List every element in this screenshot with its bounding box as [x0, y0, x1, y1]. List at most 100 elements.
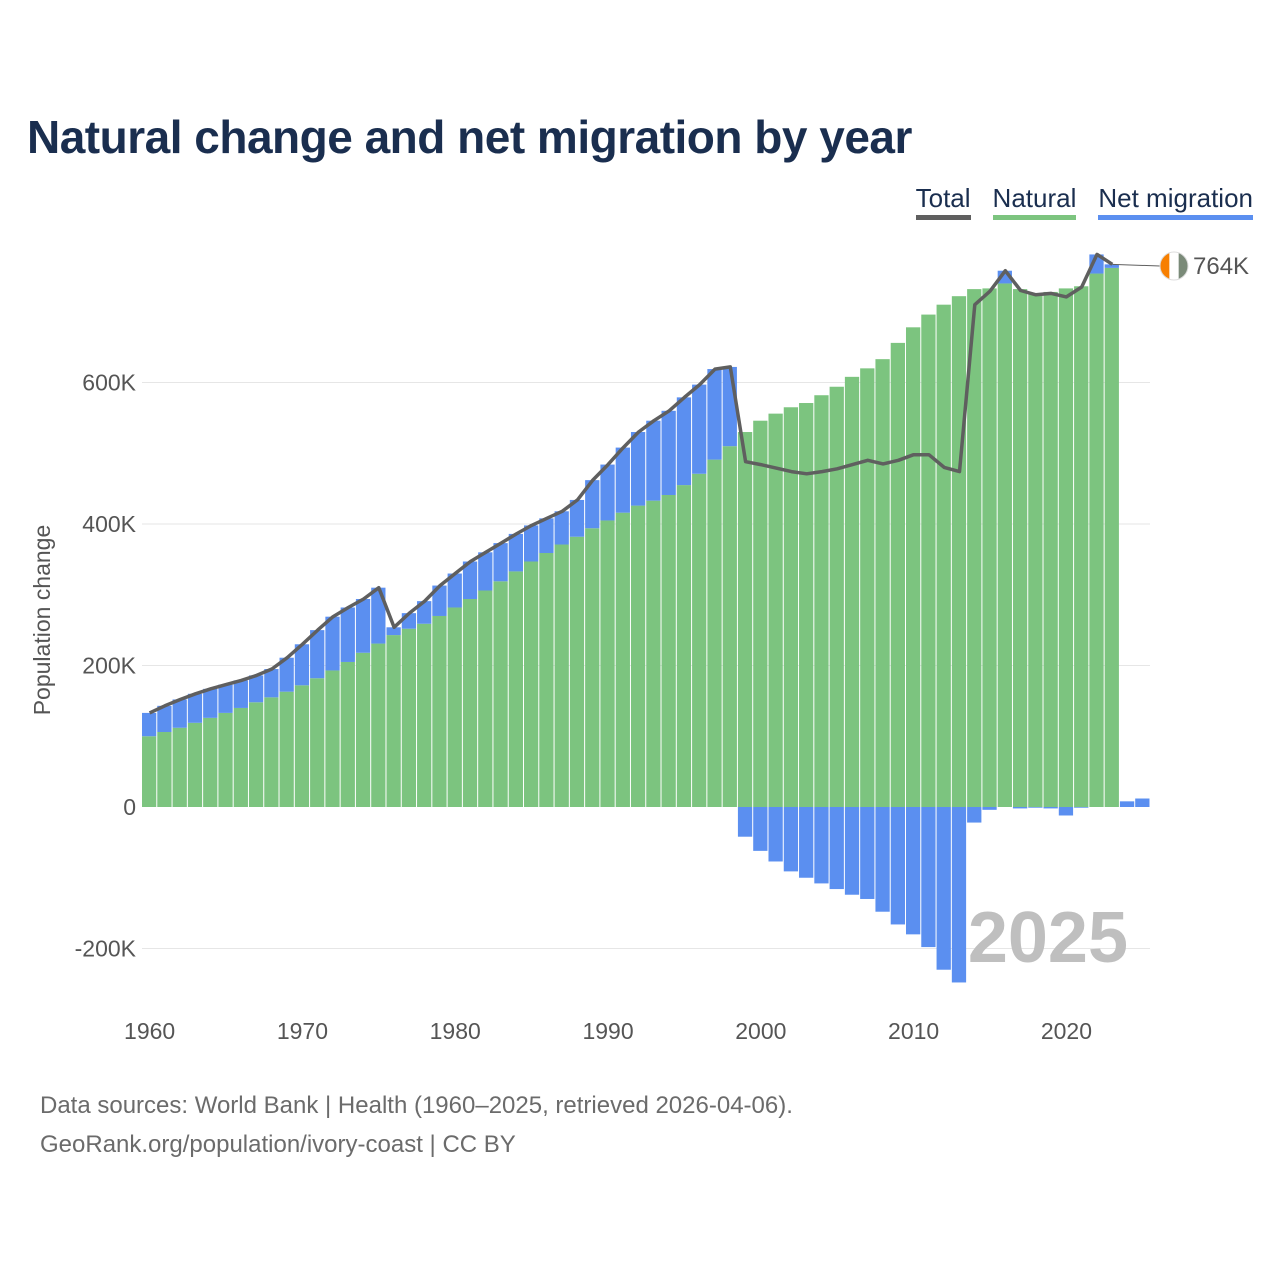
bar-net-migration[interactable]	[615, 447, 630, 513]
bar-natural[interactable]	[676, 485, 692, 807]
bar-net-migration[interactable]	[1135, 798, 1150, 807]
bar-net-migration[interactable]	[432, 585, 447, 616]
bar-net-migration[interactable]	[539, 518, 554, 554]
bar-net-migration[interactable]	[646, 420, 661, 501]
bar-net-migration[interactable]	[493, 543, 508, 582]
bar-natural[interactable]	[997, 283, 1012, 807]
bar-net-migration[interactable]	[279, 657, 294, 692]
bar-natural[interactable]	[1012, 289, 1028, 807]
bar-natural[interactable]	[493, 581, 508, 807]
bar-net-migration[interactable]	[737, 807, 753, 837]
bar-natural[interactable]	[906, 327, 921, 807]
bar-net-migration[interactable]	[829, 807, 844, 890]
bar-net-migration[interactable]	[906, 807, 921, 935]
bar-net-migration[interactable]	[1074, 807, 1089, 808]
bar-natural[interactable]	[875, 359, 890, 807]
bar-natural[interactable]	[1074, 286, 1089, 807]
bar-net-migration[interactable]	[951, 807, 967, 983]
bar-net-migration[interactable]	[692, 384, 707, 474]
bar-natural[interactable]	[722, 446, 737, 807]
bar-net-migration[interactable]	[187, 693, 203, 723]
bar-natural[interactable]	[737, 432, 753, 807]
bar-net-migration[interactable]	[676, 397, 692, 486]
bar-net-migration[interactable]	[203, 688, 218, 718]
bar-natural[interactable]	[248, 702, 264, 807]
bar-natural[interactable]	[478, 590, 493, 807]
bar-natural[interactable]	[371, 643, 386, 807]
bar-natural[interactable]	[967, 289, 982, 807]
bar-natural[interactable]	[264, 697, 279, 807]
legend-natural[interactable]: Natural	[992, 183, 1077, 220]
bar-natural[interactable]	[768, 413, 783, 807]
bar-natural[interactable]	[1104, 267, 1119, 807]
bar-natural[interactable]	[508, 571, 523, 807]
bar-natural[interactable]	[585, 528, 600, 807]
bar-natural[interactable]	[844, 376, 860, 807]
bar-net-migration[interactable]	[264, 669, 279, 698]
bar-natural[interactable]	[615, 512, 630, 807]
bar-net-migration[interactable]	[860, 807, 875, 899]
bar-net-migration[interactable]	[890, 807, 905, 925]
bar-net-migration[interactable]	[417, 601, 432, 624]
source-link[interactable]: GeoRank.org/population/ivory-coast | CC …	[40, 1131, 516, 1158]
bar-net-migration[interactable]	[508, 533, 523, 572]
bar-natural[interactable]	[829, 386, 844, 807]
bar-net-migration[interactable]	[844, 807, 860, 895]
bar-natural[interactable]	[1043, 291, 1058, 807]
bar-net-migration[interactable]	[982, 807, 997, 810]
bar-net-migration[interactable]	[1119, 801, 1135, 807]
bar-natural[interactable]	[294, 685, 310, 807]
bar-net-migration[interactable]	[875, 807, 890, 912]
bar-natural[interactable]	[447, 607, 462, 807]
bar-natural[interactable]	[417, 623, 432, 807]
bar-net-migration[interactable]	[661, 410, 676, 495]
bar-net-migration[interactable]	[142, 712, 157, 737]
bar-net-migration[interactable]	[600, 464, 615, 521]
bar-net-migration[interactable]	[325, 616, 340, 671]
bar-natural[interactable]	[1028, 294, 1043, 807]
bar-natural[interactable]	[142, 736, 157, 807]
bar-net-migration[interactable]	[355, 598, 371, 653]
bar-net-migration[interactable]	[936, 807, 951, 970]
bar-net-migration[interactable]	[1104, 264, 1119, 268]
bar-natural[interactable]	[279, 691, 294, 807]
bar-net-migration[interactable]	[585, 480, 600, 529]
bar-natural[interactable]	[310, 678, 325, 807]
bar-natural[interactable]	[936, 304, 951, 807]
bar-net-migration[interactable]	[799, 807, 814, 878]
bar-natural[interactable]	[753, 420, 768, 807]
bar-net-migration[interactable]	[753, 807, 768, 851]
bar-net-migration[interactable]	[478, 552, 493, 591]
bar-natural[interactable]	[462, 598, 478, 807]
bar-net-migration[interactable]	[814, 807, 829, 884]
bar-natural[interactable]	[951, 296, 967, 807]
bar-natural[interactable]	[218, 712, 233, 807]
bar-net-migration[interactable]	[294, 644, 310, 686]
bar-natural[interactable]	[630, 505, 646, 807]
bar-net-migration[interactable]	[967, 807, 982, 823]
bar-natural[interactable]	[539, 553, 554, 807]
bar-net-migration[interactable]	[722, 366, 737, 447]
bar-net-migration[interactable]	[554, 511, 569, 545]
bar-net-migration[interactable]	[371, 587, 386, 644]
bar-net-migration[interactable]	[310, 630, 325, 679]
bar-natural[interactable]	[386, 635, 401, 807]
bar-net-migration[interactable]	[569, 499, 585, 537]
bar-natural[interactable]	[203, 717, 218, 807]
bar-natural[interactable]	[569, 536, 585, 807]
bar-natural[interactable]	[554, 544, 569, 807]
bar-net-migration[interactable]	[1012, 807, 1028, 809]
bar-natural[interactable]	[401, 628, 417, 807]
bar-natural[interactable]	[921, 314, 936, 807]
bar-net-migration[interactable]	[157, 705, 172, 733]
bar-natural[interactable]	[799, 403, 814, 807]
bar-net-migration[interactable]	[462, 561, 478, 599]
bar-net-migration[interactable]	[340, 607, 355, 662]
bar-net-migration[interactable]	[524, 525, 539, 562]
bar-natural[interactable]	[432, 615, 447, 807]
bar-net-migration[interactable]	[447, 573, 462, 608]
bar-natural[interactable]	[187, 722, 203, 807]
legend-net-migration[interactable]: Net migration	[1098, 183, 1253, 220]
bar-net-migration[interactable]	[1058, 807, 1074, 816]
bar-natural[interactable]	[1089, 273, 1104, 807]
